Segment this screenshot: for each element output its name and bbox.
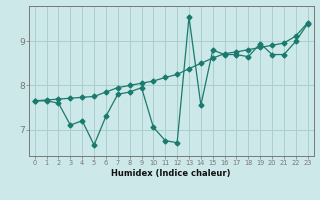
- X-axis label: Humidex (Indice chaleur): Humidex (Indice chaleur): [111, 169, 231, 178]
